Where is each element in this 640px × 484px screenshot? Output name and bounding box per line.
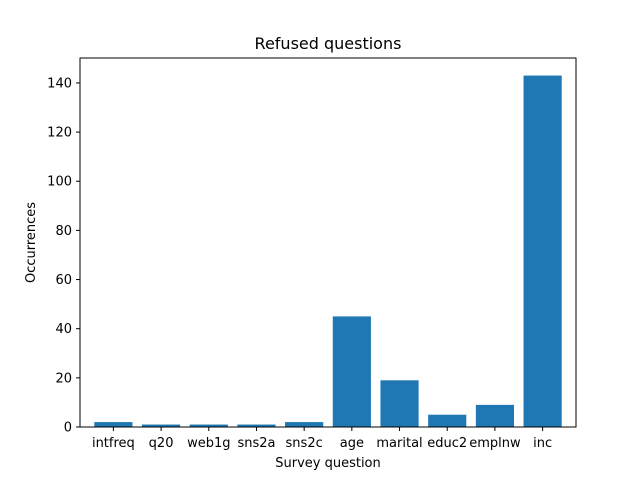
x-tick-label: age [340,436,364,451]
x-tick-label: inc [533,436,552,451]
x-tick-label: educ2 [427,436,467,451]
bars-group [94,75,562,427]
chart-title: Refused questions [255,34,402,53]
x-axis-label: Survey question [275,456,381,471]
x-tick-label: marital [376,436,422,451]
x-axis-ticks: intfreq q20 web1g sns2a sns2c age marital educ2… [92,427,552,451]
bar-emplnw [475,404,514,427]
y-tick-label: 20 [55,371,72,386]
bar-marital [380,380,419,427]
y-tick-label: 140 [47,76,72,91]
y-axis-ticks: 0 20 40 60 80 100 120 140 [47,76,80,436]
x-tick-label: emplnw [469,436,521,451]
axes-frame [79,57,577,428]
x-tick-label: web1g [187,436,230,451]
y-tick-label: 80 [55,224,72,239]
bar-inc [523,75,562,427]
bar-q20 [142,424,181,427]
y-tick-label: 100 [47,175,72,190]
y-tick-label: 0 [64,421,72,436]
x-tick-label: q20 [149,436,174,451]
x-tick-label: intfreq [92,436,135,451]
y-tick-label: 40 [55,322,72,337]
bar-intfreq [94,422,133,427]
x-tick-label: sns2c [286,436,323,451]
y-axis-label: Occurrences [24,202,39,283]
bar-educ2 [428,414,467,427]
x-tick-label: sns2a [237,436,275,451]
y-tick-label: 120 [47,126,72,141]
bar-sns2a [237,424,276,427]
bar-sns2c [285,422,324,427]
bar-age [332,316,371,427]
y-tick-label: 60 [55,273,72,288]
bar-web1g [189,424,228,427]
